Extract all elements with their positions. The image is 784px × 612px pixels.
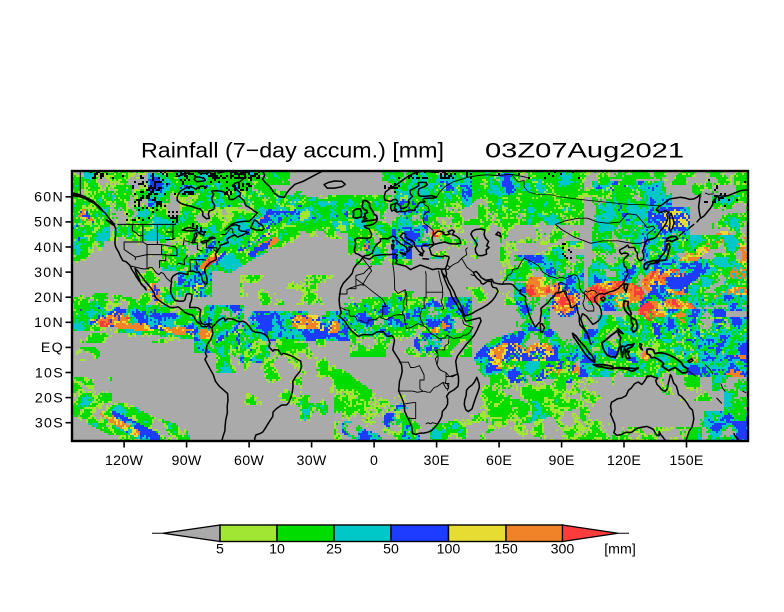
svg-text:60N: 60N (34, 190, 64, 206)
svg-text:50: 50 (383, 542, 399, 558)
svg-text:60W: 60W (234, 453, 264, 469)
svg-text:90E: 90E (549, 453, 575, 469)
svg-text:40N: 40N (34, 240, 64, 256)
svg-text:30N: 30N (34, 265, 64, 281)
svg-text:0: 0 (370, 453, 378, 469)
svg-text:20N: 20N (34, 290, 64, 306)
svg-text:30S: 30S (35, 416, 64, 432)
svg-text:60E: 60E (486, 453, 512, 469)
svg-text:10N: 10N (34, 315, 64, 331)
svg-text:[mm]: [mm] (604, 542, 636, 558)
svg-text:150E: 150E (669, 453, 703, 469)
svg-text:5: 5 (216, 542, 224, 558)
svg-text:120W: 120W (105, 453, 144, 469)
svg-text:150: 150 (494, 542, 518, 558)
svg-text:Rainfall (7−day accum.) [mm]: Rainfall (7−day accum.) [mm] (141, 139, 444, 163)
svg-text:90W: 90W (172, 453, 202, 469)
svg-text:300: 300 (551, 542, 575, 558)
svg-text:50N: 50N (34, 215, 64, 231)
svg-text:20S: 20S (35, 390, 64, 406)
svg-text:10S: 10S (35, 365, 64, 381)
svg-text:100: 100 (437, 542, 461, 558)
svg-text:03Z07Aug2021: 03Z07Aug2021 (485, 139, 684, 163)
svg-text:10: 10 (269, 542, 285, 558)
svg-text:EQ: EQ (41, 340, 64, 356)
svg-text:30E: 30E (424, 453, 450, 469)
svg-text:25: 25 (326, 542, 342, 558)
svg-text:120E: 120E (607, 453, 641, 469)
svg-text:30W: 30W (297, 453, 327, 469)
